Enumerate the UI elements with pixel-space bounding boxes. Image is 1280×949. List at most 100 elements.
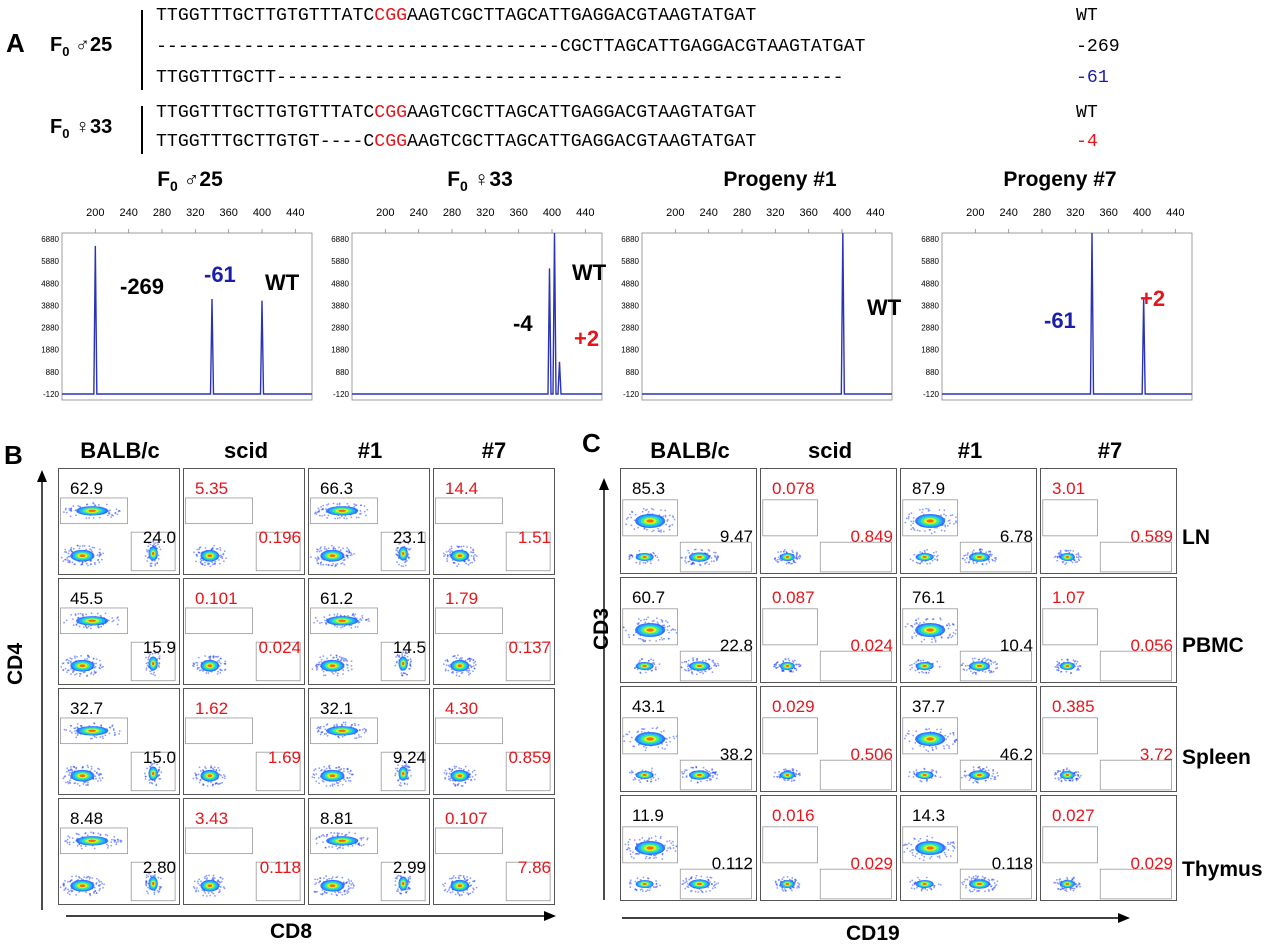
event-dot: [461, 785, 464, 787]
event-dot: [632, 745, 635, 748]
event-dot: [154, 650, 157, 653]
event-dot: [357, 843, 360, 846]
event-dot: [349, 554, 352, 557]
event-dot: [83, 671, 86, 673]
event-dot: [70, 550, 73, 553]
event-dot: [409, 663, 412, 665]
event-dot: [1058, 878, 1061, 881]
event-dot: [112, 619, 115, 622]
event-dot: [363, 727, 366, 730]
event-dot: [149, 670, 152, 673]
event-dot: [774, 557, 776, 560]
event-dot: [330, 877, 333, 880]
event-dot: [398, 874, 400, 877]
event-dot: [223, 775, 226, 778]
f0-male25-label: F0 ♂25: [50, 34, 113, 59]
event-dot: [781, 669, 784, 672]
event-dot: [148, 779, 151, 782]
event-dot: [1066, 878, 1069, 881]
event-dot: [938, 855, 941, 858]
event-dot: [202, 783, 204, 786]
event-dot: [713, 771, 715, 773]
trace-ytick: 3880: [331, 301, 349, 310]
event-dot: [657, 746, 660, 749]
event-dot: [98, 768, 101, 771]
event-dot: [335, 845, 338, 848]
density-contour: [642, 665, 647, 668]
event-dot: [707, 886, 710, 889]
event-dot: [710, 560, 713, 563]
gate: [902, 717, 958, 755]
event-dot: [640, 731, 643, 733]
event-dot: [645, 618, 648, 621]
event-dot: [686, 665, 689, 668]
event-dot: [468, 559, 471, 562]
b-plot: 61.214.5: [308, 578, 430, 685]
event-dot: [347, 548, 350, 551]
event-dot: [778, 775, 781, 778]
event-dot: [146, 890, 148, 893]
event-dot: [967, 552, 969, 554]
trace2-label-wt: WT: [867, 295, 902, 320]
trace-ytick: 880: [336, 368, 350, 377]
gate-value-bottom: 0.029: [1130, 854, 1173, 873]
event-dot: [72, 841, 75, 844]
event-dot: [352, 887, 355, 889]
event-dot: [946, 524, 949, 527]
event-dot: [626, 733, 629, 736]
event-dot: [160, 877, 162, 880]
event-dot: [70, 668, 72, 670]
event-dot: [157, 876, 160, 879]
event-dot: [113, 841, 116, 843]
event-dot: [666, 625, 669, 628]
event-dot: [101, 777, 104, 779]
event-dot: [668, 528, 671, 531]
density-contour: [785, 556, 790, 559]
event-dot: [468, 669, 471, 672]
event-dot: [320, 621, 323, 624]
event-dot: [969, 777, 972, 780]
event-dot: [469, 672, 472, 675]
event-dot: [406, 777, 409, 780]
event-dot: [783, 888, 786, 890]
event-dot: [798, 557, 801, 560]
event-dot: [963, 880, 965, 883]
event-dot: [642, 561, 645, 564]
event-dot: [153, 671, 156, 674]
event-dot: [193, 887, 196, 889]
event-dot: [444, 776, 446, 779]
event-dot: [990, 554, 992, 557]
event-dot: [913, 553, 916, 556]
event-dot: [933, 531, 936, 533]
event-dot: [92, 517, 95, 519]
event-dot: [111, 724, 114, 727]
density-contour: [152, 551, 155, 556]
event-dot: [340, 626, 342, 629]
event-dot: [911, 626, 914, 628]
event-dot: [332, 672, 335, 675]
event-dot: [445, 664, 448, 667]
density-contour: [1065, 774, 1070, 777]
event-dot: [339, 891, 342, 894]
event-dot: [315, 882, 318, 884]
trace0-label-61: -61: [204, 262, 236, 287]
event-dot: [685, 556, 687, 558]
event-dot: [687, 882, 689, 885]
gate: [505, 531, 551, 572]
event-dot: [96, 612, 99, 615]
b-plot: 8.482.80: [58, 798, 180, 905]
event-dot: [685, 661, 688, 663]
event-dot: [64, 879, 66, 882]
event-dot: [396, 653, 399, 656]
event-dot: [651, 530, 654, 533]
event-dot: [926, 617, 929, 620]
event-dot: [695, 874, 698, 877]
event-dot: [204, 892, 207, 894]
event-dot: [458, 767, 461, 770]
event-dot: [700, 890, 703, 893]
event-dot: [969, 890, 972, 893]
event-dot: [473, 879, 476, 882]
event-dot: [470, 554, 473, 557]
event-dot: [400, 892, 402, 895]
event-dot: [331, 671, 334, 674]
